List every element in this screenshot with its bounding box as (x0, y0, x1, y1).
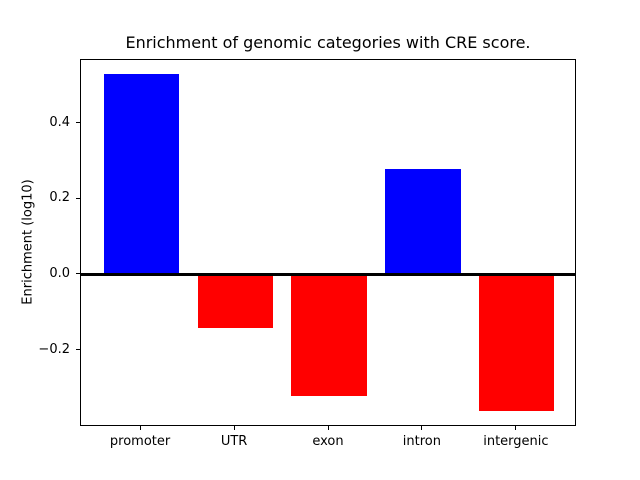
bar-intron (385, 169, 461, 275)
bar-UTR (197, 274, 273, 328)
x-tick (139, 426, 141, 430)
x-tick-label-promoter: promoter (109, 434, 171, 449)
y-tick-label: 0.0 (49, 265, 70, 281)
x-tick (233, 426, 235, 430)
bar-promoter (103, 74, 179, 275)
y-tick (76, 122, 80, 124)
y-tick (76, 197, 80, 199)
x-tick-label-intron: intron (402, 434, 441, 449)
zero-line (81, 273, 575, 277)
y-tick-label: 0.4 (49, 114, 70, 130)
x-tick-label-exon: exon (312, 434, 344, 449)
x-tick (515, 426, 517, 430)
plot-area (80, 59, 576, 426)
bar-intergenic (479, 274, 555, 412)
y-tick (76, 349, 80, 351)
chart-title: Enrichment of genomic categories with CR… (125, 33, 531, 52)
x-tick-label-UTR: UTR (220, 434, 248, 449)
y-tick (76, 273, 80, 275)
x-tick (421, 426, 423, 430)
y-tick-label: −0.2 (38, 341, 70, 357)
x-tick (327, 426, 329, 430)
y-tick-label: 0.2 (49, 190, 70, 206)
bar-exon (291, 274, 367, 396)
x-tick-label-intergenic: intergenic (483, 434, 549, 449)
